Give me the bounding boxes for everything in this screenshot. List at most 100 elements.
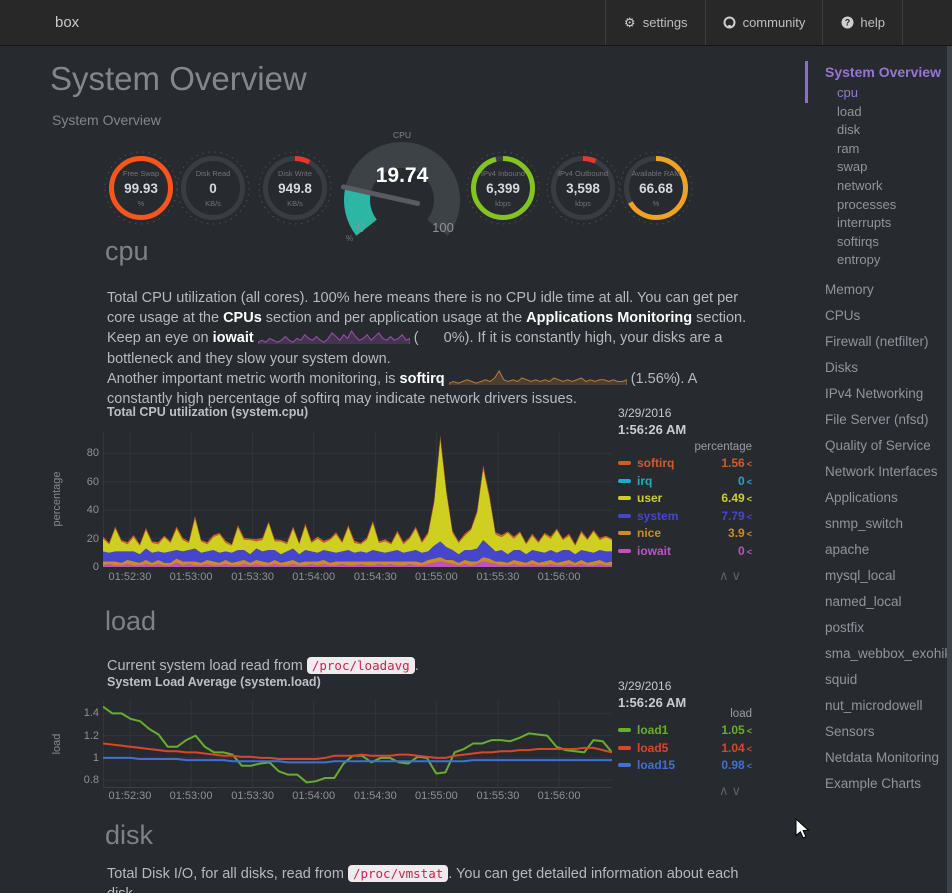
chevron-up-icon[interactable]: ∧: [719, 568, 732, 583]
page-title: System Overview: [50, 60, 307, 97]
sidebar-subitem-disk[interactable]: disk: [837, 122, 861, 138]
legend-item-system[interactable]: system 7.79 <: [618, 509, 752, 525]
y-tick-label: 0: [92, 561, 99, 573]
svg-text:Disk Read: Disk Read: [196, 169, 231, 178]
y-tick-label: 0.8: [83, 774, 99, 787]
chevron-up-icon[interactable]: ∧: [719, 783, 732, 798]
sidebar-item-sensors[interactable]: Sensors: [825, 723, 875, 739]
chart-date: 3/29/2016: [618, 406, 672, 420]
svg-text:kbps: kbps: [575, 199, 591, 208]
sidebar-item-firewall-netfilter-[interactable]: Firewall (netfilter): [825, 333, 929, 349]
x-tick-label: 01:54:00: [292, 790, 336, 802]
community-label: community: [742, 15, 806, 30]
legend-item-nice[interactable]: nice 3.9 <: [618, 526, 752, 542]
settings-button[interactable]: ⚙ settings: [604, 0, 705, 45]
sidebar-item-apache[interactable]: apache: [825, 541, 870, 557]
sidebar-subitem-interrupts[interactable]: interrupts: [837, 215, 892, 231]
sidebar-subitem-swap[interactable]: swap: [837, 159, 868, 175]
legend-item-irq[interactable]: irq 0 <: [618, 474, 752, 490]
sidebar-subitem-softirqs[interactable]: softirqs: [837, 233, 879, 249]
sidebar-item-mysql-local[interactable]: mysql_local: [825, 567, 896, 583]
chart-resize-toggle[interactable]: ∧∨: [719, 783, 744, 799]
sidebar-item-disks[interactable]: Disks: [825, 359, 858, 375]
legend-value: 7.79 <: [721, 508, 752, 523]
proc-vmstat-code: /proc/vmstat: [347, 865, 449, 882]
cpu-text: (: [626, 370, 636, 387]
gauge-cpu[interactable]: CPU 19.74 0 100%: [340, 126, 464, 243]
sidebar-item-nut-microdowell[interactable]: nut_microdowell: [825, 697, 923, 713]
chart-title-cpu: Total CPU utilization (system.cpu): [107, 405, 309, 419]
chevron-down-icon[interactable]: ∨: [731, 568, 745, 583]
cpu-text: Another important metric worth monitorin…: [107, 370, 400, 387]
legend-units: percentage: [694, 441, 752, 453]
sidebar-subitem-entropy[interactable]: entropy: [837, 252, 881, 268]
legend-name: softirq: [637, 456, 675, 470]
legend-item-iowait[interactable]: iowait 0 <: [618, 544, 752, 560]
sidebar-item-snmp-switch[interactable]: snmp_switch: [825, 515, 904, 531]
gauge-disk-write[interactable]: Disk Write 949.8 KB/s: [255, 148, 335, 228]
disk-text: Total Disk I/O, for all disks, read from: [107, 866, 348, 882]
sidebar-item-quality-of-service[interactable]: Quality of Service: [825, 437, 931, 453]
legend-swatch: [618, 531, 631, 535]
svg-text:66.68: 66.68: [639, 181, 673, 196]
svg-text:0: 0: [357, 220, 364, 235]
sidebar-item-example-charts[interactable]: Example Charts: [825, 775, 922, 791]
softirq-label: softirq: [399, 370, 445, 387]
sidebar-item-memory[interactable]: Memory: [825, 281, 874, 297]
svg-text:100: 100: [432, 220, 454, 235]
gauge-ipv4-inbound[interactable]: IPv4 Inbound 6,399 kbps: [463, 148, 543, 228]
chart-resize-toggle[interactable]: ∧∨: [719, 568, 744, 584]
legend-swatch: [618, 513, 631, 518]
page-subtitle: System Overview: [52, 112, 161, 128]
sidebar-subitem-cpu[interactable]: cpu: [805, 84, 947, 103]
legend-item-load1[interactable]: load1 1.05 <: [618, 723, 752, 739]
svg-text:%: %: [346, 234, 353, 242]
legend-item-user[interactable]: user 6.49 <: [618, 491, 752, 507]
applications-monitoring-link[interactable]: Applications Monitoring: [526, 310, 693, 327]
svg-text:Free Swap: Free Swap: [123, 169, 159, 178]
top-navbar: box ⚙ settings community ? help: [0, 0, 952, 46]
hostname-brand[interactable]: box: [55, 14, 80, 31]
gauge-available-ram[interactable]: Available RAM 66.68%: [616, 148, 696, 228]
help-button[interactable]: ? help: [822, 0, 903, 45]
sidebar-item-netdata-monitoring[interactable]: Netdata Monitoring: [825, 749, 940, 765]
scrollbar[interactable]: [947, 45, 952, 893]
community-button[interactable]: community: [704, 0, 823, 45]
chart-plot-cpu[interactable]: [103, 432, 612, 567]
sidebar-item-ipv4-networking[interactable]: IPv4 Networking: [825, 385, 924, 401]
gauge-free-swap[interactable]: Free Swap 99.93%: [101, 148, 181, 228]
sidebar-subitem-load[interactable]: load: [837, 103, 862, 119]
sidebar-item-sma-webbox-exohiko[interactable]: sma_webbox_exohiko: [825, 645, 947, 661]
sidebar-item-system-overview[interactable]: System Overview: [805, 61, 947, 84]
legend-item-load15[interactable]: load15 0.98 <: [618, 758, 752, 774]
sidebar-sections: Memory CPUs Firewall (netfilter) Disks IPv4 …: [805, 277, 947, 797]
legend-item-load5[interactable]: load5 1.04 <: [618, 741, 752, 757]
legend-item-softirq[interactable]: softirq 1.56 <: [618, 456, 752, 472]
sidebar-item-file-server-nfsd-[interactable]: File Server (nfsd): [825, 411, 929, 427]
x-tick-label: 01:56:00: [537, 790, 581, 802]
cpus-link[interactable]: CPUs: [223, 310, 262, 327]
chart-plot-load[interactable]: [103, 700, 612, 788]
sidebar-item-named-local[interactable]: named_local: [825, 593, 902, 609]
sidebar-item-squid[interactable]: squid: [825, 671, 858, 687]
legend-swatch: [618, 548, 631, 553]
sidebar-subitem-network[interactable]: network: [837, 177, 883, 193]
sidebar-item-network-interfaces[interactable]: Network Interfaces: [825, 463, 938, 479]
sidebar-item-postfix[interactable]: postfix: [825, 619, 865, 635]
legend-value: 0.98 <: [721, 758, 752, 772]
x-tick-label: 01:55:30: [476, 571, 520, 583]
sidebar-item-applications[interactable]: Applications: [825, 489, 898, 505]
sidebar-subitem-ram[interactable]: ram: [837, 140, 860, 156]
sidebar-subitem-processes[interactable]: processes: [837, 196, 897, 212]
sidebar-item-cpus[interactable]: CPUs: [825, 307, 861, 323]
legend-name: irq: [637, 473, 653, 488]
svg-text:IPv4 Inbound: IPv4 Inbound: [481, 169, 525, 178]
legend-name: load1: [637, 723, 669, 737]
legend-value: 0 <: [738, 543, 752, 558]
svg-text:3,598: 3,598: [566, 181, 600, 196]
gauge-disk-read[interactable]: Disk Read 0 KB/s: [173, 148, 253, 228]
gauge-ipv4-outbound[interactable]: IPv4 Outbound 3,598 kbps: [543, 148, 623, 228]
chevron-down-icon[interactable]: ∨: [731, 783, 745, 798]
y-tick-label: 40: [86, 504, 99, 517]
